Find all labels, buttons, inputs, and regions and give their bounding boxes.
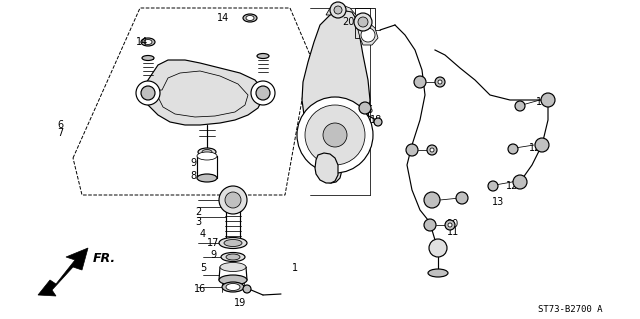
Text: 13: 13 — [492, 197, 504, 207]
Text: 9: 9 — [210, 250, 216, 260]
Text: 12: 12 — [536, 97, 548, 107]
Text: 14: 14 — [136, 37, 148, 47]
Text: 2: 2 — [195, 207, 201, 217]
Text: 7: 7 — [57, 128, 63, 138]
Circle shape — [323, 123, 347, 147]
Polygon shape — [143, 60, 263, 125]
Circle shape — [427, 145, 437, 155]
Circle shape — [141, 86, 155, 100]
Text: 1: 1 — [292, 263, 298, 273]
Circle shape — [297, 97, 373, 173]
Text: 9: 9 — [190, 158, 196, 168]
Circle shape — [445, 220, 455, 230]
Ellipse shape — [243, 14, 257, 22]
Circle shape — [136, 81, 160, 105]
Ellipse shape — [219, 275, 247, 285]
Ellipse shape — [224, 240, 242, 247]
Ellipse shape — [198, 148, 216, 156]
Text: FR.: FR. — [93, 251, 116, 264]
Circle shape — [406, 144, 418, 156]
Circle shape — [430, 148, 434, 152]
Text: 3: 3 — [195, 217, 201, 227]
Ellipse shape — [142, 56, 154, 61]
Circle shape — [354, 13, 372, 31]
Circle shape — [225, 192, 241, 208]
Ellipse shape — [141, 38, 155, 46]
Circle shape — [219, 186, 247, 214]
Text: 8: 8 — [190, 171, 196, 181]
Text: 6: 6 — [57, 120, 63, 130]
Circle shape — [435, 77, 445, 87]
Polygon shape — [302, 10, 370, 183]
Ellipse shape — [197, 152, 217, 160]
Ellipse shape — [222, 282, 244, 292]
Ellipse shape — [257, 54, 269, 58]
Circle shape — [513, 175, 527, 189]
Circle shape — [488, 181, 498, 191]
Text: 17: 17 — [207, 238, 219, 248]
Circle shape — [358, 17, 368, 27]
Polygon shape — [326, 5, 358, 22]
Circle shape — [535, 138, 549, 152]
Text: 4: 4 — [200, 229, 206, 239]
Text: 19: 19 — [234, 298, 246, 308]
Polygon shape — [158, 71, 248, 117]
Circle shape — [243, 285, 251, 293]
Circle shape — [438, 80, 442, 84]
Ellipse shape — [428, 269, 448, 277]
Circle shape — [414, 76, 426, 88]
Ellipse shape — [221, 253, 245, 262]
Circle shape — [251, 81, 275, 105]
Ellipse shape — [144, 40, 152, 44]
Text: 20: 20 — [342, 17, 354, 27]
Text: 18: 18 — [370, 115, 382, 125]
Ellipse shape — [202, 150, 212, 154]
Circle shape — [256, 86, 270, 100]
Polygon shape — [358, 22, 378, 45]
Circle shape — [515, 101, 525, 111]
Circle shape — [359, 102, 371, 114]
Text: 12: 12 — [529, 143, 541, 153]
Polygon shape — [315, 153, 338, 183]
Circle shape — [448, 223, 452, 227]
Ellipse shape — [226, 254, 240, 260]
Circle shape — [305, 105, 365, 165]
Text: ST73-B2700 A: ST73-B2700 A — [538, 306, 602, 315]
Circle shape — [424, 219, 436, 231]
Circle shape — [429, 239, 447, 257]
Circle shape — [334, 6, 342, 14]
Circle shape — [374, 118, 382, 126]
Text: 15: 15 — [362, 105, 374, 115]
Ellipse shape — [219, 238, 247, 249]
Circle shape — [361, 28, 375, 42]
Text: 5: 5 — [200, 263, 206, 273]
Circle shape — [456, 192, 468, 204]
Polygon shape — [38, 248, 88, 296]
Circle shape — [541, 93, 555, 107]
Circle shape — [424, 192, 440, 208]
Ellipse shape — [220, 263, 246, 271]
Ellipse shape — [246, 16, 254, 20]
Circle shape — [508, 144, 518, 154]
Text: 16: 16 — [194, 284, 206, 294]
Text: 10: 10 — [447, 219, 459, 229]
Ellipse shape — [197, 174, 217, 182]
Ellipse shape — [226, 284, 240, 291]
Text: 14: 14 — [217, 13, 229, 23]
Text: 12: 12 — [506, 181, 518, 191]
Text: 11: 11 — [447, 227, 459, 237]
Circle shape — [330, 2, 346, 18]
